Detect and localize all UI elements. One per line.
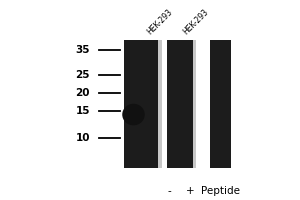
Bar [193, 40, 196, 168]
Ellipse shape [122, 104, 145, 125]
Text: -: - [168, 186, 171, 196]
Bar [158, 40, 162, 168]
Bar [210, 40, 231, 168]
Text: Peptide: Peptide [201, 186, 240, 196]
Text: 25: 25 [76, 70, 90, 80]
Text: 35: 35 [76, 45, 90, 55]
Text: 15: 15 [76, 106, 90, 116]
Text: HEK-293: HEK-293 [146, 7, 175, 36]
Text: 10: 10 [76, 133, 90, 143]
Bar [124, 40, 158, 168]
Text: 20: 20 [76, 88, 90, 98]
Text: HEK-293: HEK-293 [182, 7, 211, 36]
Bar [167, 40, 193, 168]
Text: +: + [186, 186, 195, 196]
